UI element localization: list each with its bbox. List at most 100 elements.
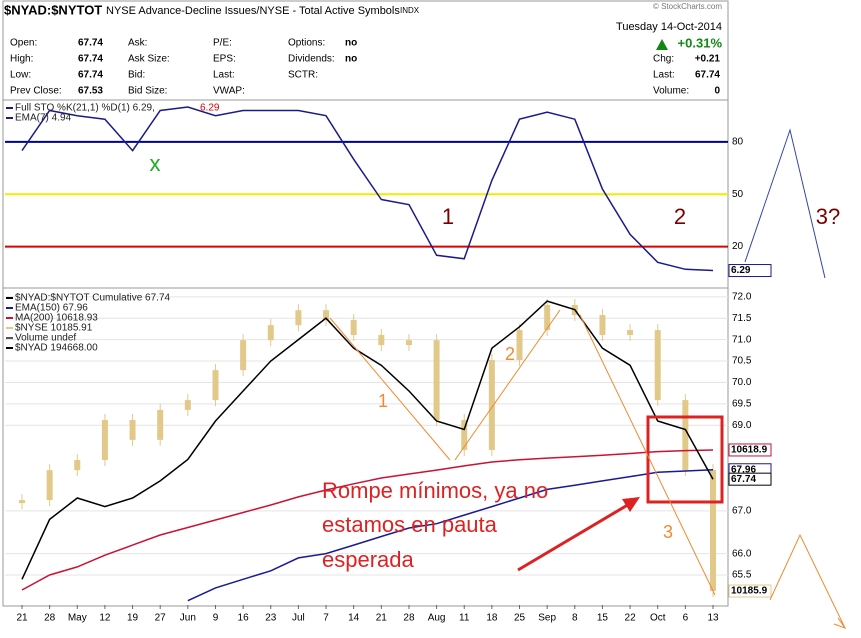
- annotation: 1: [378, 391, 388, 411]
- legend-text: Full STO %K(21,1) %D(1) 6.29,: [15, 103, 155, 114]
- x-tick-label: 25: [514, 613, 526, 624]
- y-tick-label: 80: [732, 137, 744, 148]
- candle: [405, 340, 412, 346]
- y-tick-label: 72.0: [732, 291, 752, 302]
- y-tick-label: 50: [732, 189, 744, 200]
- annotation: 1: [442, 204, 454, 229]
- candle: [46, 470, 53, 501]
- y-tick-label: 71.0: [732, 334, 752, 345]
- x-tick-label: 9: [213, 613, 219, 624]
- x-tick-label: 13: [707, 613, 719, 624]
- candle: [240, 340, 247, 371]
- y-tick-label: 69.0: [732, 420, 752, 431]
- candle: [682, 400, 689, 471]
- x-tick-label: 28: [403, 613, 415, 624]
- field-label: P/E:: [213, 38, 232, 49]
- candle: [129, 419, 136, 440]
- field-value: 67.74: [78, 38, 103, 49]
- x-tick-label: Jul: [292, 613, 305, 624]
- legend-text: $NYAD 194668.00: [15, 343, 98, 354]
- end-label: 10618.9: [731, 445, 768, 456]
- legend-text: Volume undef: [15, 333, 76, 344]
- arrow-head: [622, 497, 640, 512]
- x-tick-label: 14: [348, 613, 360, 624]
- end-label-box: [728, 584, 772, 598]
- symbol: $NYAD:$NYTOT: [4, 2, 102, 17]
- field-label: Bid:: [128, 70, 145, 81]
- field-label: Bid Size:: [128, 86, 167, 97]
- x-tick-label: 16: [238, 613, 250, 624]
- arrow: [517, 498, 637, 572]
- legend-text: $NYAD:$NYTOT Cumulative 67.74: [15, 293, 171, 304]
- annotation: 3?: [816, 204, 840, 229]
- x-tick-label: 15: [597, 613, 609, 624]
- end-label-box: [728, 443, 772, 457]
- x-tick-label: 6: [683, 613, 689, 624]
- candle: [295, 310, 302, 326]
- x-tick-label: Oct: [650, 613, 666, 624]
- x-tick-label: Jun: [180, 613, 196, 624]
- candle: [710, 470, 716, 592]
- annotations: x 1 2 3? 1 2 3 Rompe mínimos, ya no esta…: [150, 128, 847, 630]
- field-value: no: [345, 38, 357, 49]
- legend-text: 6.29: [200, 103, 220, 114]
- series-line: [21, 106, 714, 272]
- field-label: Options:: [288, 38, 325, 49]
- field-label: Prev Close:: [10, 86, 62, 97]
- y-tick-label: 65.5: [732, 570, 752, 581]
- candle: [101, 419, 108, 461]
- legend-text: EMA(7) 4.94: [15, 113, 72, 124]
- end-label: 67.74: [731, 474, 756, 485]
- highlight-box: [646, 415, 724, 504]
- field-label: High:: [10, 54, 33, 65]
- description: NYSE Advance-Decline Issues/NYSE - Total…: [106, 5, 400, 17]
- legend-text: EMA(150) 67.96: [15, 303, 88, 314]
- field-value: 67.74: [78, 70, 103, 81]
- x-tick-label: 8: [572, 613, 578, 624]
- field-value: 67.74: [695, 70, 720, 81]
- candle: [488, 360, 495, 450]
- candle: [212, 370, 219, 401]
- price-frame: [2, 287, 729, 607]
- legend-text: $NYSE 10185.91: [15, 323, 93, 334]
- field-label: Last:: [653, 70, 675, 81]
- x-tick-label: 21: [16, 613, 28, 624]
- field-label: Open:: [10, 38, 37, 49]
- x-tick-label: Sep: [538, 613, 556, 624]
- date: Tuesday 14-Oct-2014: [616, 21, 722, 33]
- field-label: Dividends:: [288, 54, 335, 65]
- x-tick-label: 19: [127, 613, 139, 624]
- end-label: 10185.9: [731, 586, 768, 597]
- comment: esperada: [322, 547, 415, 572]
- comment: Rompe mínimos, ya no: [322, 478, 548, 503]
- field-label: Last:: [213, 70, 235, 81]
- change-percent: +0.31%: [678, 35, 723, 50]
- projection-arrow: [833, 617, 847, 630]
- candle: [267, 325, 274, 341]
- legend-text: MA(200) 10618.93: [15, 313, 98, 324]
- candle: [516, 330, 523, 361]
- y-tick-label: 71.5: [732, 313, 752, 324]
- wave-line: [579, 314, 716, 596]
- annotation: x: [150, 151, 161, 176]
- y-tick-label: 20: [732, 241, 744, 252]
- field-label: Chg:: [653, 54, 674, 65]
- x-tick-label: 11: [459, 613, 470, 624]
- projection-line: [744, 128, 826, 279]
- x-tick-label: 23: [265, 613, 277, 624]
- candle: [378, 334, 385, 346]
- end-label-box: [728, 472, 772, 486]
- field-label: Ask Size:: [128, 54, 170, 65]
- candle: [350, 319, 357, 335]
- field-label: Low:: [10, 70, 31, 81]
- field-label: SCTR:: [288, 70, 318, 81]
- series-line: [21, 449, 714, 591]
- y-tick-label: 67.0: [732, 505, 752, 516]
- x-tick-label: 7: [323, 613, 329, 624]
- end-label-box: [728, 264, 772, 278]
- candle: [544, 304, 551, 331]
- annotation: 2: [674, 204, 686, 229]
- y-tick-label: 70.5: [732, 356, 752, 367]
- candle: [461, 419, 468, 450]
